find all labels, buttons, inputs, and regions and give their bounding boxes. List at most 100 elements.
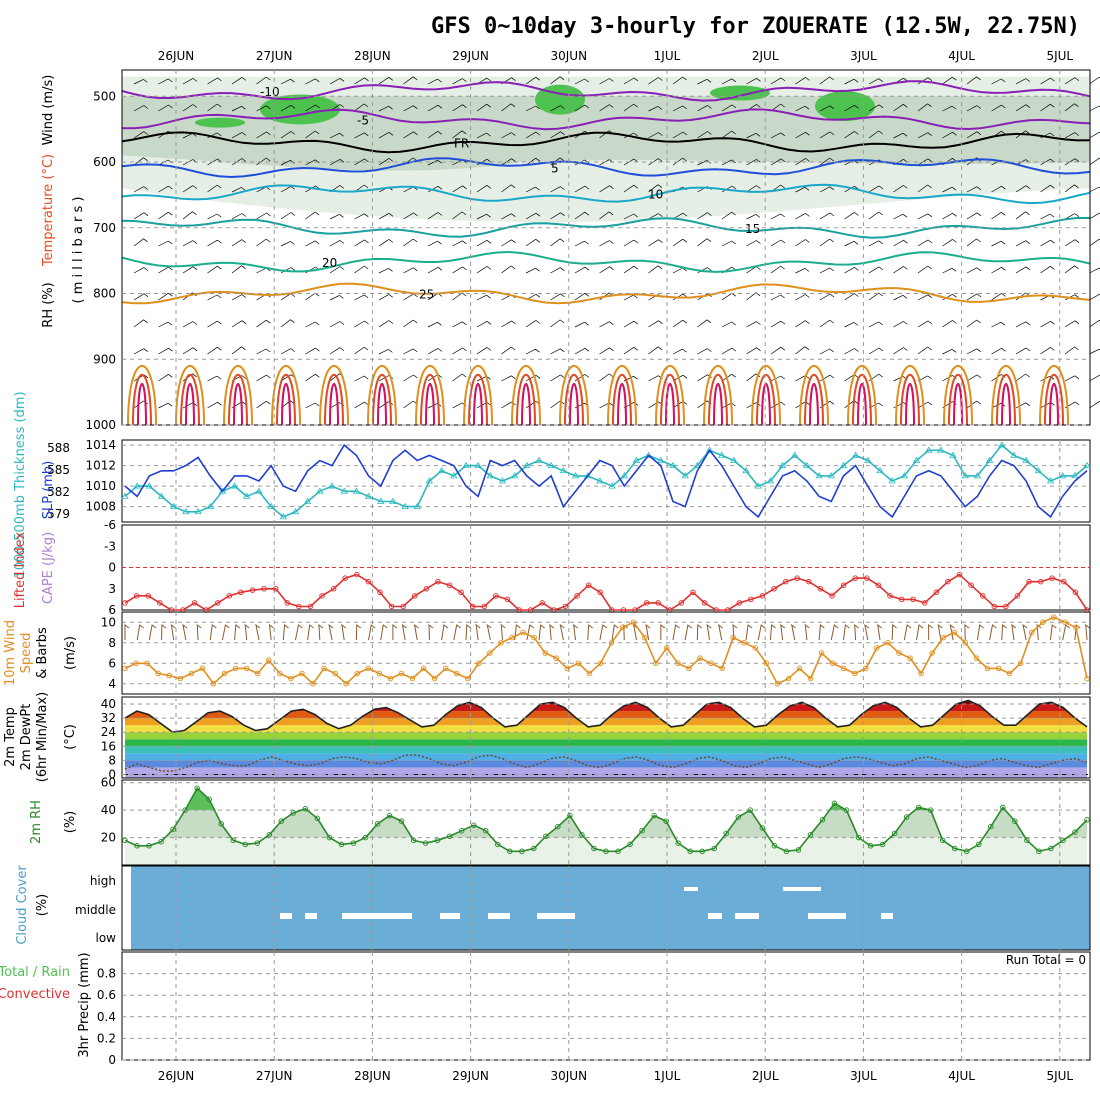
temp-plume [703,364,733,426]
wind-barb [133,319,148,328]
thickness-line-point [218,487,227,494]
wind-barb [403,212,418,220]
date-label-top: 3JUL [850,49,877,63]
wind-barb [868,211,883,220]
temp-plume [708,374,728,426]
wind-speed-line-point [277,670,283,677]
wind-barb [844,104,859,112]
temp-plume [900,374,920,426]
thickness-line-point [571,472,580,479]
date-label-top: 4JUL [948,49,975,63]
wind-barb [697,131,712,139]
date-label-bottom: 2JUL [752,1069,779,1083]
temp-plume [991,364,1021,426]
cloud-tick: middle [75,903,116,917]
wind-barb [207,103,222,112]
wind-speed-line-point [1028,629,1035,636]
wind-speed-line-point [807,675,814,682]
wind-barb [721,240,736,247]
thickness-line-point [791,451,799,458]
wind-barb [1064,184,1079,193]
temp-plume [1049,383,1059,426]
wind-barb [305,292,320,301]
date-label-top: 26JUN [158,49,195,63]
temp-plume [751,364,781,426]
lifted-index-line-point [1037,578,1044,585]
wind-barb [574,293,590,301]
wind-barb [770,158,786,166]
wind-barb-10m [864,623,870,641]
wind-barb [991,321,1006,328]
thickness-line-point [1022,456,1030,463]
wind-barb [158,402,173,409]
wind-barb [550,293,565,301]
lifted-index-line-point [365,578,372,585]
wind-barb-10m [136,624,144,641]
wind-barb [305,130,320,139]
wind-barb [1089,320,1100,328]
wind-barb [550,131,565,139]
wind-barb [966,348,982,355]
wind-barb [525,212,541,220]
wind-barb [231,239,247,247]
wind-speed-line-point [520,629,526,636]
thickness-line-point [864,456,872,463]
temperature-axis-title: Temperature (°C) [41,154,56,267]
wind-speed-line-point [630,619,637,626]
wind-speed-line-point [984,665,991,672]
rh-line-point [867,843,874,849]
thickness-line-point [1083,461,1091,469]
wind-speed-line-point [465,675,471,682]
rh-line-point [819,817,826,823]
rh-line-point [242,841,248,848]
wind-speed-line-point [641,634,648,641]
wind-barb [158,211,173,220]
wind-barb [746,266,761,274]
wind-barb [917,320,933,328]
rh-line-point [134,843,140,849]
wind-barb [329,240,345,247]
wind-barb [844,267,859,274]
thickness-line-point [328,482,336,489]
cloud-frame [121,865,1091,951]
wind-barb [427,212,443,220]
wind-barb [378,105,393,112]
rh-line-point [591,845,597,852]
wind-barb [966,293,982,301]
wind-barb [697,348,712,355]
wind-barb-10m [718,623,724,641]
temp-plume [852,374,872,426]
cloud-middle-bar [440,913,460,919]
lifted-index-line-point [898,596,905,603]
lifted-index-tick: 3 [108,582,116,596]
wind-barb [476,239,492,247]
lifted-index-line-point [921,600,928,606]
thickness-line-point [230,482,239,489]
wind-barb [721,402,736,409]
wind-speed-line-point [1006,670,1013,677]
rh-line-point [1000,804,1006,811]
wind-barb-10m [989,624,997,641]
wind-barb [721,211,736,220]
thickness-line-point [632,456,641,463]
wind-barb [844,78,859,85]
cloud-high-bar [808,887,820,891]
pressure-tick: 700 [93,221,116,235]
temp-plume [329,383,339,426]
wind-speed-line-point [995,665,1002,672]
wind-speed-line-point [299,670,305,677]
rh-line-point [446,833,453,839]
wind-unit-title: (m/s) [63,636,78,670]
wind-barb-10m [355,624,362,641]
thickness-line-point [876,466,884,474]
wind-barb [599,185,614,193]
wind-barb [599,211,614,220]
wind-barb [966,267,982,274]
wind-barb [280,131,296,139]
wind-speed-line-point [653,660,659,667]
wind-barb [207,375,222,382]
bottom-date-labels: 26JUN 27JUN 28JUN 29JUN 30JUN 1JUL 2JUL 3JUL 4JU… [158,1069,1074,1083]
wind-barb-10m [124,624,130,640]
wind-barb [231,77,247,85]
wind-barb [1089,267,1100,274]
